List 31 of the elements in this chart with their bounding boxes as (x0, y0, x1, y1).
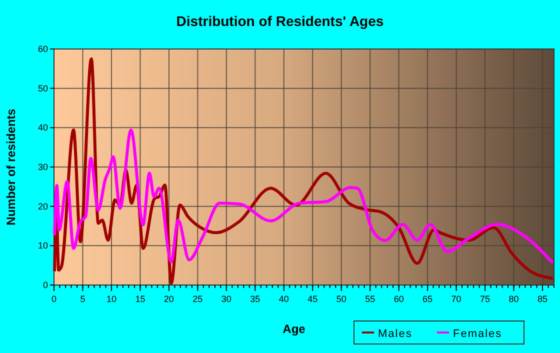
x-tick-label: 40 (278, 294, 289, 304)
x-tick-label: 75 (480, 294, 490, 304)
x-tick-label: 20 (164, 294, 174, 304)
x-axis-title: Age (282, 322, 306, 336)
y-tick-label: 60 (38, 44, 48, 54)
x-tick-label: 0 (51, 294, 57, 304)
x-tick-label: 25 (192, 294, 203, 304)
x-tick-label: 35 (250, 294, 260, 304)
x-tick-label: 55 (365, 294, 376, 304)
line-series (53, 128, 554, 264)
y-axis-title: Number of residents (4, 108, 18, 226)
x-tick-label: 70 (451, 294, 462, 304)
x-tick-label: 15 (135, 294, 146, 304)
x-tick-label: 5 (80, 294, 86, 304)
x-tick-label: 85 (538, 294, 548, 304)
y-tick-label: 40 (38, 122, 48, 133)
y-tick-label: 30 (38, 162, 48, 172)
legend-label: Males (378, 328, 412, 340)
x-tick-label: 45 (308, 294, 318, 304)
y-tick-label: 20 (38, 201, 48, 212)
x-tick-label: 30 (221, 294, 232, 304)
x-tick-label: 60 (394, 294, 404, 304)
chart-title: Distribution of Residents' Ages (176, 13, 384, 29)
y-tick-label: 50 (38, 83, 48, 94)
y-tick-label: 10 (38, 240, 48, 251)
x-tick-label: 10 (106, 294, 116, 304)
legend-label: Females (453, 328, 502, 340)
x-tick-label: 65 (422, 294, 433, 304)
y-tick-label: 0 (42, 280, 48, 290)
x-tick-label: 50 (336, 294, 346, 304)
x-tick-label: 80 (508, 294, 519, 304)
